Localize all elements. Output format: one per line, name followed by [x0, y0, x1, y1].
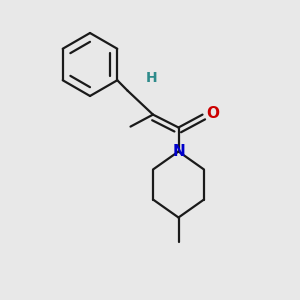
Text: N: N: [172, 144, 185, 159]
Text: O: O: [206, 106, 219, 121]
Text: H: H: [146, 71, 157, 85]
